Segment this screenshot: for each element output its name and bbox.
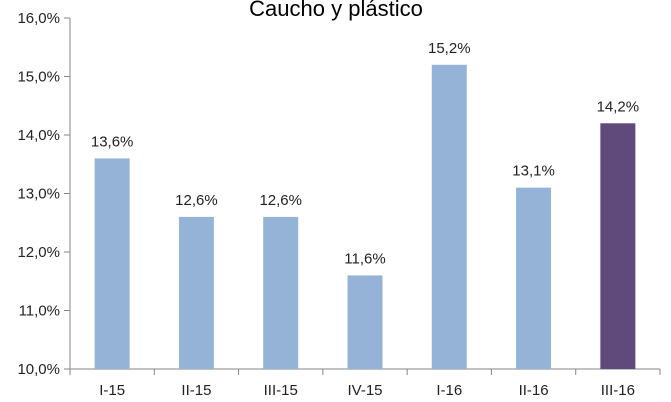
bar-i-15 (94, 158, 130, 369)
bar-ii-15 (178, 216, 214, 369)
x-tick-label: II-15 (181, 382, 211, 399)
bar-i-16 (431, 64, 467, 370)
x-tick-label: II-16 (519, 382, 549, 399)
data-labels: 13,6% 12,6% 12,6% 11,6% 15,2% 13,1% 14,2% (91, 40, 639, 268)
data-label: 12,6% (175, 192, 218, 209)
bar-iv-15 (347, 275, 383, 369)
bars (94, 64, 636, 370)
x-tick-label: III-15 (264, 382, 298, 399)
x-tick-label: III-16 (601, 382, 635, 399)
chart-title: Caucho y plástico (249, 0, 423, 21)
y-tick-label: 10,0% (17, 361, 60, 378)
bar-ii-16 (516, 187, 552, 369)
data-label: 15,2% (428, 40, 471, 57)
x-axis: I-15 II-15 III-15 IV-15 I-16 II-16 III-16 (69, 368, 661, 399)
y-tick-label: 12,0% (17, 244, 60, 261)
bar-iii-16 (600, 123, 636, 369)
data-label: 13,1% (512, 163, 555, 180)
y-tick-label: 13,0% (17, 186, 60, 203)
y-tick-label: 14,0% (17, 127, 60, 144)
x-tick-label: I-16 (436, 382, 462, 399)
y-tick-label: 15,0% (17, 69, 60, 86)
y-axis: 10,0% 11,0% 12,0% 13,0% 14,0% 15,0% 16,0% (17, 10, 71, 378)
x-tick-label: IV-15 (347, 382, 382, 399)
data-label: 12,6% (259, 192, 302, 209)
y-tick-label: 11,0% (19, 303, 60, 320)
y-tick-label: 16,0% (17, 10, 60, 27)
bar-iii-15 (263, 216, 299, 369)
data-label: 13,6% (91, 133, 134, 150)
data-label: 14,2% (597, 98, 640, 115)
x-tick-label: I-15 (99, 382, 125, 399)
data-label: 11,6% (344, 250, 385, 267)
